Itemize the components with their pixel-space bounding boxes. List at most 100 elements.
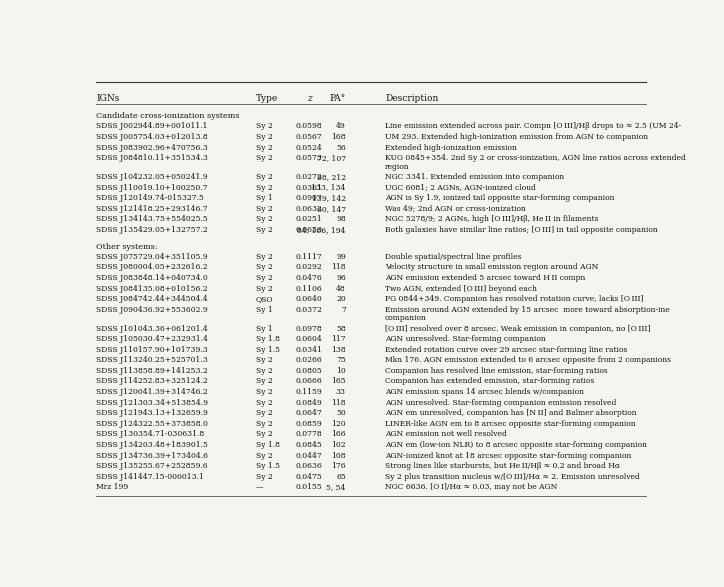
Text: AGN emission spans 14 arcsec blends w/companion: AGN emission spans 14 arcsec blends w/co… — [385, 388, 584, 396]
Text: 10: 10 — [336, 367, 346, 375]
Text: 0.0640: 0.0640 — [296, 295, 323, 303]
Text: 0.1106: 0.1106 — [296, 285, 323, 293]
Text: 75: 75 — [336, 356, 346, 365]
Text: Sy 2: Sy 2 — [256, 274, 273, 282]
Text: Sy 2: Sy 2 — [256, 264, 273, 271]
Text: SDSS J002944.89+001011.1: SDSS J002944.89+001011.1 — [96, 123, 208, 130]
Text: Sy 2: Sy 2 — [256, 173, 273, 181]
Text: PG 0844+349. Companion has resolved rotation curve, lacks [O III]: PG 0844+349. Companion has resolved rota… — [385, 295, 644, 303]
Text: Sy 1.5: Sy 1.5 — [256, 346, 280, 354]
Text: Sy 2: Sy 2 — [256, 420, 273, 428]
Text: 0.0567: 0.0567 — [296, 133, 323, 141]
Text: SDSS J084742.44+344504.4: SDSS J084742.44+344504.4 — [96, 295, 208, 303]
Text: 0.0573: 0.0573 — [296, 154, 323, 162]
Text: 0.0859: 0.0859 — [296, 420, 323, 428]
Text: 0.0633: 0.0633 — [296, 226, 323, 234]
Text: 0.0292: 0.0292 — [296, 264, 323, 271]
Text: 165: 165 — [331, 377, 346, 386]
Text: 0.0978: 0.0978 — [296, 325, 323, 333]
Text: QSO: QSO — [256, 295, 274, 303]
Text: 5, 54: 5, 54 — [327, 483, 346, 491]
Text: 98, 212: 98, 212 — [316, 173, 346, 181]
Text: 0.1117: 0.1117 — [296, 253, 323, 261]
Text: SDSS J134143.75+554025.5: SDSS J134143.75+554025.5 — [96, 215, 208, 223]
Text: Description: Description — [385, 95, 439, 103]
Text: SDSS J124322.55+373858.0: SDSS J124322.55+373858.0 — [96, 420, 208, 428]
Text: 0.0266: 0.0266 — [296, 356, 323, 365]
Text: 0.0778: 0.0778 — [296, 430, 323, 438]
Text: Sy 2: Sy 2 — [256, 133, 273, 141]
Text: 168: 168 — [331, 133, 346, 141]
Text: Other systems:: Other systems: — [96, 243, 158, 251]
Text: Sy 2: Sy 2 — [256, 205, 273, 212]
Text: Sy 2: Sy 2 — [256, 367, 273, 375]
Text: 20: 20 — [336, 295, 346, 303]
Text: 0.0849: 0.0849 — [296, 399, 323, 407]
Text: Was 49; 2nd AGN or cross-ionization: Was 49; 2nd AGN or cross-ionization — [385, 205, 526, 212]
Text: SDSS J134203.48+183901.5: SDSS J134203.48+183901.5 — [96, 441, 208, 449]
Text: 84, 186, 194: 84, 186, 194 — [298, 226, 346, 234]
Text: 49: 49 — [336, 123, 346, 130]
Text: 0.0361: 0.0361 — [296, 184, 323, 191]
Text: SDSS J120041.39+314746.2: SDSS J120041.39+314746.2 — [96, 388, 208, 396]
Text: [O III] resolved over 8 arcsec. Weak emission in companion, no [O III]: [O III] resolved over 8 arcsec. Weak emi… — [385, 325, 650, 333]
Text: Sy 2: Sy 2 — [256, 215, 273, 223]
Text: 56: 56 — [336, 144, 346, 151]
Text: 58: 58 — [336, 325, 346, 333]
Text: 0.0632: 0.0632 — [296, 205, 323, 212]
Text: Mrz 199: Mrz 199 — [96, 483, 128, 491]
Text: SDSS J110157.90+101739.3: SDSS J110157.90+101739.3 — [96, 346, 208, 354]
Text: SDSS J080004.05+232616.2: SDSS J080004.05+232616.2 — [96, 264, 208, 271]
Text: 0.0476: 0.0476 — [296, 274, 323, 282]
Text: 0.0647: 0.0647 — [296, 409, 323, 417]
Text: 0.0598: 0.0598 — [296, 123, 323, 130]
Text: 0.0372: 0.0372 — [296, 306, 323, 314]
Text: Sy 2: Sy 2 — [256, 430, 273, 438]
Text: Both galaxies have similar line ratios; [O III] in tail opposite companion: Both galaxies have similar line ratios; … — [385, 226, 658, 234]
Text: 133, 134: 133, 134 — [311, 184, 346, 191]
Text: AGN unresolved. Star-forming companion emission resolved: AGN unresolved. Star-forming companion e… — [385, 399, 616, 407]
Text: SDSS J090436.92+553602.9: SDSS J090436.92+553602.9 — [96, 306, 208, 314]
Text: LINER-like AGN em to 8 arcsec opposite star-forming companion: LINER-like AGN em to 8 arcsec opposite s… — [385, 420, 636, 428]
Text: 0.0666: 0.0666 — [296, 377, 323, 386]
Text: 0.0272: 0.0272 — [296, 173, 323, 181]
Text: 118: 118 — [331, 264, 346, 271]
Text: SDSS J083848.14+040734.0: SDSS J083848.14+040734.0 — [96, 274, 208, 282]
Text: Sy 2: Sy 2 — [256, 226, 273, 234]
Text: 0.0251: 0.0251 — [296, 215, 323, 223]
Text: 120: 120 — [331, 420, 346, 428]
Text: SDSS J121418.25+293146.7: SDSS J121418.25+293146.7 — [96, 205, 208, 212]
Text: 0.0341: 0.0341 — [296, 346, 323, 354]
Text: SDSS J141447.15-000013.1: SDSS J141447.15-000013.1 — [96, 473, 204, 481]
Text: KUG 0845+354. 2nd Sy 2 or cross-ionization, AGN line ratios across extended: KUG 0845+354. 2nd Sy 2 or cross-ionizati… — [385, 154, 686, 162]
Text: 0.1159: 0.1159 — [296, 388, 323, 396]
Text: SDSS J101043.36+061201.4: SDSS J101043.36+061201.4 — [96, 325, 208, 333]
Text: companion: companion — [385, 314, 427, 322]
Text: SDSS J135255.67+252859.6: SDSS J135255.67+252859.6 — [96, 462, 208, 470]
Text: Sy 2: Sy 2 — [256, 123, 273, 130]
Text: Sy 2: Sy 2 — [256, 388, 273, 396]
Text: SDSS J134736.39+173404.6: SDSS J134736.39+173404.6 — [96, 451, 208, 460]
Text: SDSS J113240.25+525701.3: SDSS J113240.25+525701.3 — [96, 356, 208, 365]
Text: Sy 1: Sy 1 — [256, 306, 273, 314]
Text: AGN-ionized knot at 18 arcsec opposite star-forming companion: AGN-ionized knot at 18 arcsec opposite s… — [385, 451, 631, 460]
Text: Sy 2: Sy 2 — [256, 154, 273, 162]
Text: Strong lines like starbursts, but He II/Hβ ≈ 0.2 and broad Hα: Strong lines like starbursts, but He II/… — [385, 462, 620, 470]
Text: AGN unresolved. Star-forming companion: AGN unresolved. Star-forming companion — [385, 335, 546, 343]
Text: IGNs: IGNs — [96, 95, 119, 103]
Text: 118: 118 — [331, 399, 346, 407]
Text: Sy 2 plus transition nucleus w/[O III]/Hα ≈ 2. Emission unresolved: Sy 2 plus transition nucleus w/[O III]/H… — [385, 473, 640, 481]
Text: 166: 166 — [331, 430, 346, 438]
Text: 7: 7 — [341, 306, 346, 314]
Text: SDSS J084810.11+351534.3: SDSS J084810.11+351534.3 — [96, 154, 208, 162]
Text: 117: 117 — [331, 335, 346, 343]
Text: Sy 1: Sy 1 — [256, 325, 273, 333]
Text: 99: 99 — [336, 253, 346, 261]
Text: 138: 138 — [331, 346, 346, 354]
Text: NGC 5278/9; 2 AGNs, high [O III]/Hβ, He II in filaments: NGC 5278/9; 2 AGNs, high [O III]/Hβ, He … — [385, 215, 599, 223]
Text: SDSS J121303.34+513854.9: SDSS J121303.34+513854.9 — [96, 399, 208, 407]
Text: 0.0475: 0.0475 — [296, 473, 323, 481]
Text: PA°: PA° — [329, 95, 346, 103]
Text: 0.0636: 0.0636 — [296, 462, 323, 470]
Text: 50: 50 — [336, 409, 346, 417]
